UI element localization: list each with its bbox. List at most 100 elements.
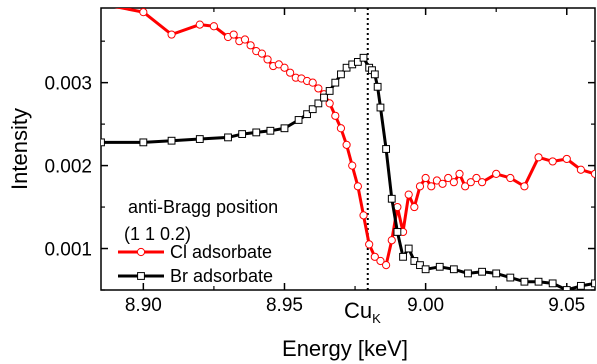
data-point	[353, 58, 362, 66]
data-point	[562, 154, 571, 164]
data-point	[266, 126, 275, 135]
data-point	[404, 190, 413, 199]
data-point	[534, 153, 543, 162]
data-point	[404, 244, 413, 253]
data-point	[461, 182, 470, 191]
data-point	[294, 116, 303, 124]
legend-label: Br adsorbate	[170, 266, 273, 286]
data-point	[348, 161, 357, 170]
data-point	[101, 138, 105, 147]
data-point	[314, 84, 323, 93]
data-point	[576, 165, 585, 174]
data-point	[308, 105, 317, 114]
data-point	[415, 182, 425, 191]
series-layer	[97, 0, 595, 290]
data-point	[421, 265, 430, 274]
data-point	[449, 178, 458, 187]
data-point	[209, 22, 219, 31]
x-tick-labels: 8.90 8.95 9.00 9.05	[125, 295, 585, 316]
data-point	[387, 194, 396, 203]
x-tick-label: 9.05	[548, 295, 585, 316]
axis-ticks	[101, 8, 595, 291]
annotation-line1: anti-Bragg position	[128, 197, 278, 217]
data-point	[382, 261, 391, 270]
data-point	[325, 99, 334, 108]
data-point	[370, 252, 379, 261]
edge-label-sub: K	[372, 311, 381, 326]
data-point	[435, 262, 444, 271]
data-point	[410, 202, 419, 212]
data-point	[466, 178, 475, 187]
data-point	[472, 173, 481, 183]
data-point	[393, 228, 402, 236]
annotation-line2: (1 1 0.2)	[124, 224, 191, 244]
data-point	[387, 236, 396, 245]
data-point	[421, 173, 430, 183]
data-point	[506, 273, 515, 282]
y-tick-label: 0.001	[44, 240, 92, 261]
data-point	[195, 135, 204, 143]
data-point	[376, 256, 385, 266]
x-tick-label: 9.00	[407, 295, 444, 316]
y-tick-label: 0.002	[44, 157, 92, 178]
data-point	[139, 8, 148, 17]
data-point	[534, 277, 543, 286]
data-point	[373, 82, 382, 91]
data-point	[478, 267, 486, 276]
data-point	[246, 41, 255, 50]
data-point	[359, 211, 368, 220]
legend: Cl adsorbate Br adsorbate	[118, 242, 273, 286]
data-point	[399, 252, 407, 261]
x-axis-title: Energy [keV]	[282, 336, 408, 361]
data-point	[308, 78, 317, 87]
data-point	[370, 70, 379, 79]
data-point	[342, 140, 351, 149]
data-point	[314, 99, 323, 108]
data-point	[506, 173, 515, 183]
data-point	[331, 78, 340, 87]
edge-label-main: Cu	[344, 298, 372, 323]
data-point	[353, 182, 362, 191]
data-point	[492, 169, 501, 178]
data-point	[167, 30, 176, 39]
data-point	[410, 257, 419, 265]
data-point	[320, 93, 328, 102]
data-point	[303, 110, 311, 119]
y-tick-labels: 0.001 0.002 0.003	[44, 74, 92, 261]
data-point	[477, 178, 487, 187]
data-point	[427, 182, 436, 191]
data-point	[252, 128, 261, 137]
data-point	[591, 279, 595, 288]
data-point	[438, 179, 447, 188]
data-point	[590, 169, 595, 178]
data-point	[548, 279, 557, 288]
data-point	[449, 265, 458, 274]
data-point	[562, 286, 571, 290]
data-point	[382, 145, 391, 153]
legend-marker	[136, 247, 146, 257]
data-point	[376, 103, 385, 112]
data-point	[97, 0, 104, 7]
data-point	[280, 63, 289, 72]
data-point	[548, 157, 557, 166]
edge-label: CuK	[344, 298, 381, 326]
data-point	[492, 269, 501, 278]
data-point	[325, 87, 334, 95]
data-point	[195, 20, 204, 29]
data-point	[336, 124, 346, 133]
data-point	[576, 281, 585, 290]
x-tick-label: 8.90	[125, 295, 162, 316]
data-point	[337, 70, 345, 79]
data-point	[365, 240, 374, 249]
legend-label: Cl adsorbate	[170, 242, 272, 262]
data-point	[240, 35, 250, 44]
data-point	[229, 30, 238, 39]
y-axis-title: Intensity	[7, 108, 32, 190]
data-point	[167, 136, 176, 145]
data-point	[359, 53, 368, 62]
data-point	[257, 49, 267, 58]
data-point	[464, 269, 472, 278]
data-point	[520, 277, 529, 286]
data-point	[520, 182, 529, 191]
